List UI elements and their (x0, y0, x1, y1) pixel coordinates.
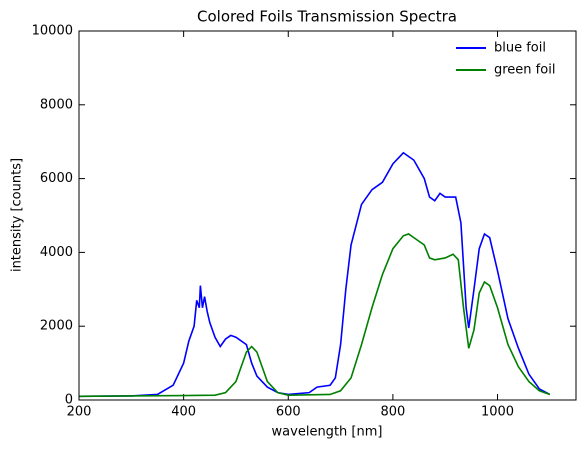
x-tick-label: 1000 (481, 405, 514, 420)
y-tick-label: 0 (65, 393, 73, 408)
x-tick-label: 800 (380, 405, 405, 420)
y-tick-label: 10000 (32, 24, 73, 39)
y-tick-label: 6000 (40, 171, 73, 186)
chart-title: Colored Foils Transmission Spectra (197, 8, 457, 26)
y-tick-label: 8000 (40, 97, 73, 112)
line (78, 233, 551, 398)
y-axis-label: intensity [counts] (10, 158, 25, 272)
x-tick-label: 400 (171, 405, 196, 420)
x-tick-label: 600 (276, 405, 301, 420)
x-tick-label: 200 (67, 405, 92, 420)
line (78, 151, 551, 398)
legend-label: blue foil (494, 41, 546, 56)
x-axis-label: wavelength [nm] (272, 425, 383, 440)
legend-label: green foil (494, 63, 555, 78)
plot-frame (78, 30, 577, 401)
y-tick-label: 2000 (40, 319, 73, 334)
y-tick-label: 4000 (40, 245, 73, 260)
